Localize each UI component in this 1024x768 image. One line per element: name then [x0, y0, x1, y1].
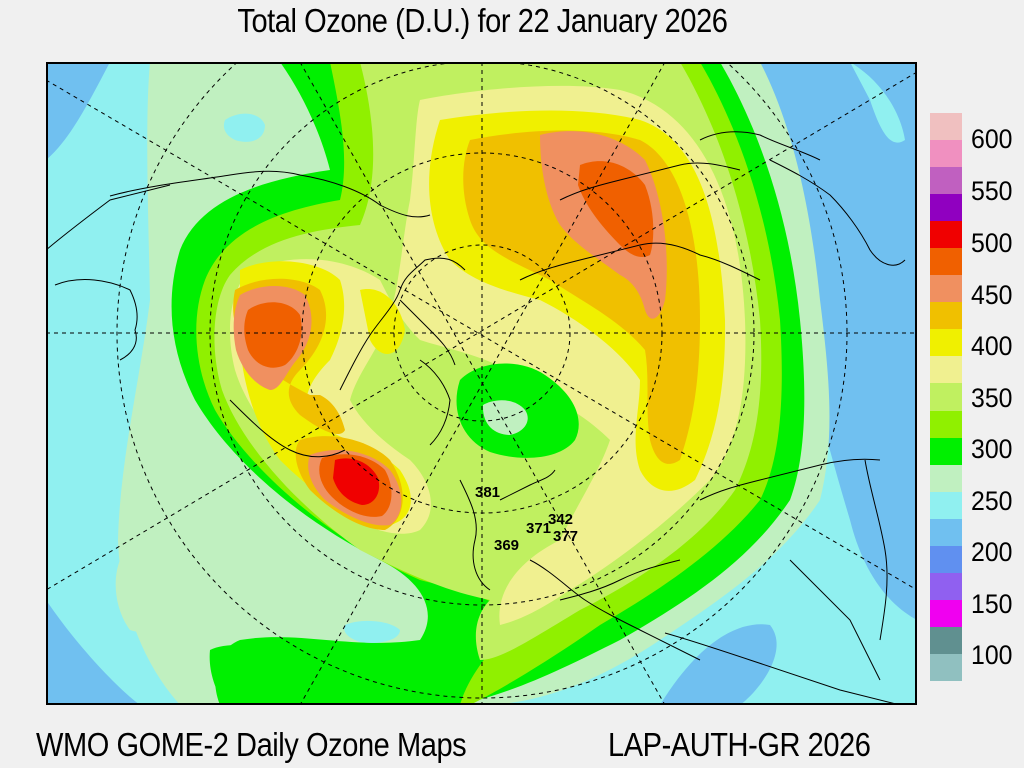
station-label: 369	[494, 537, 519, 554]
colorbar-bin	[930, 140, 962, 168]
colorbar-label: 200	[971, 537, 1013, 567]
colorbar-label: 350	[971, 383, 1013, 413]
colorbar-bin	[930, 275, 962, 303]
map-title: Total Ozone (D.U.) for 22 January 2026	[237, 2, 728, 39]
colorbar-bin	[930, 410, 962, 438]
colorbar-label: 250	[971, 486, 1013, 516]
colorbar-bin	[930, 599, 962, 627]
colorbar-bin	[930, 545, 962, 573]
colorbar-label: 550	[971, 176, 1013, 206]
colorbar-bin	[930, 437, 962, 465]
colorbar-label: 500	[971, 228, 1013, 258]
colorbar-label: 450	[971, 280, 1013, 310]
station-label: 381	[475, 484, 500, 501]
colorbar-legend	[930, 113, 962, 681]
colorbar-bin	[930, 653, 962, 681]
station-label: 377	[553, 528, 578, 545]
colorbar-bin	[930, 167, 962, 195]
coastlines	[48, 131, 906, 703]
colorbar-bin	[930, 248, 962, 276]
colorbar-label: 300	[971, 434, 1013, 464]
colorbar-bin	[930, 221, 962, 249]
colorbar-bin	[930, 113, 962, 141]
colorbar-label: 400	[971, 331, 1013, 361]
station-label: 342	[548, 511, 573, 528]
colorbar-bin	[930, 383, 962, 411]
colorbar-bin	[930, 329, 962, 357]
footer-source: WMO GOME-2 Daily Ozone Maps	[36, 726, 467, 763]
ozone-map: 381 369 371 342 377	[46, 62, 917, 705]
graticule	[48, 64, 915, 703]
colorbar-bin	[930, 491, 962, 519]
colorbar-bin	[930, 194, 962, 222]
station-labels: 381 369 371 342 377	[475, 484, 578, 554]
ozone-contour-field: 381 369 371 342 377	[48, 64, 915, 703]
colorbar-label: 100	[971, 640, 1013, 670]
colorbar-bin	[930, 518, 962, 546]
colorbar-bin	[930, 626, 962, 654]
colorbar-label: 150	[971, 589, 1013, 619]
colorbar-label: 600	[971, 124, 1013, 154]
station-label: 371	[526, 520, 551, 537]
footer-credit: LAP-AUTH-GR 2026	[608, 726, 871, 763]
colorbar-bin	[930, 356, 962, 384]
colorbar-bin	[930, 302, 962, 330]
colorbar-bin	[930, 572, 962, 600]
colorbar-bin	[930, 464, 962, 492]
